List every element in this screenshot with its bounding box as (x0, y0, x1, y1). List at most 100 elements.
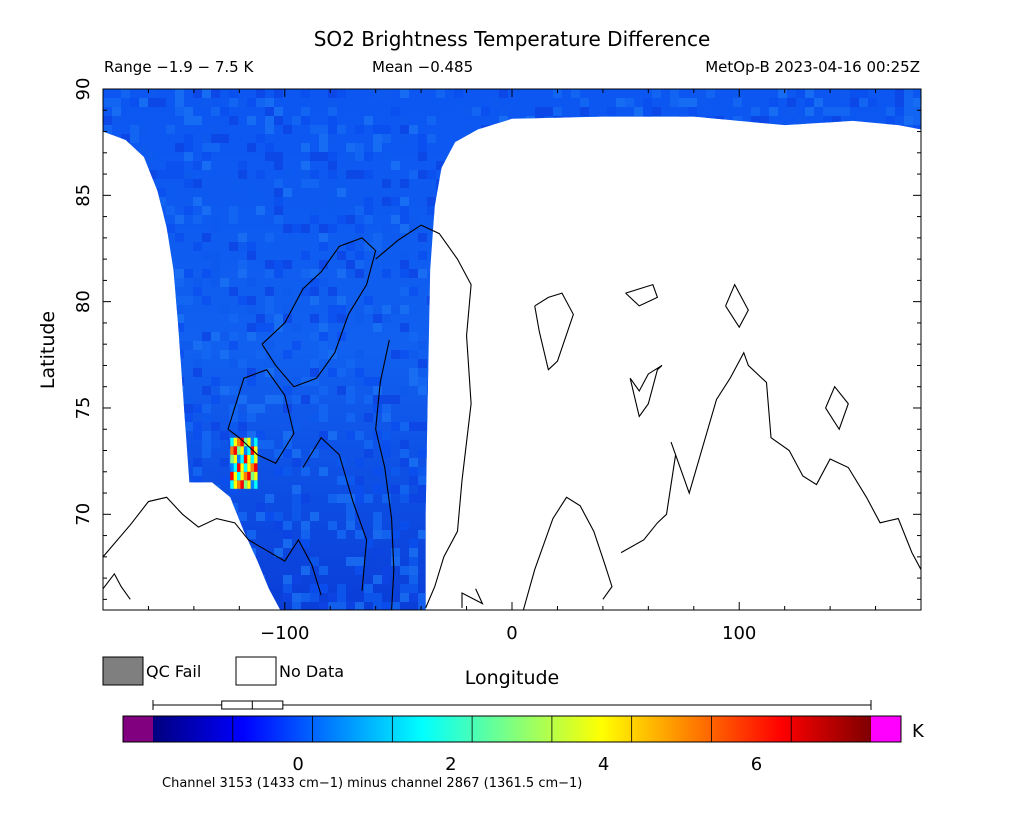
anomaly-cell (240, 471, 244, 481)
anomaly-cell (230, 463, 234, 472)
coastline-5 (375, 224, 472, 609)
colorbar-tick-label: 0 (292, 754, 303, 775)
anomaly-cell (237, 437, 241, 447)
colorbar-tick-label: 2 (445, 754, 456, 775)
qc-fail-swatch (102, 656, 144, 686)
anomaly-cell (254, 471, 258, 481)
anomaly-cell (243, 463, 248, 472)
anomaly-cell (233, 463, 238, 472)
x-axis-label: Longitude (465, 667, 560, 689)
anomaly-cell (254, 463, 258, 472)
anomaly-cell (247, 437, 251, 447)
coastline-12 (620, 351, 921, 570)
colorbar-over-range (871, 716, 901, 742)
coastline-10 (629, 364, 663, 418)
coastline-9 (522, 496, 613, 610)
coastline-7 (461, 588, 484, 608)
footer-note: Channel 3153 (1433 cm−1) minus channel 2… (162, 776, 582, 791)
y-axis-label: Latitude (37, 311, 59, 389)
anomaly-cell (254, 437, 258, 447)
satellite-time-label: MetOp-B 2023-04-16 00:25Z (705, 58, 920, 76)
anomaly-cell (237, 446, 241, 455)
y-tick-label: 90 (73, 78, 94, 101)
chart-title: SO2 Brightness Temperature Difference (314, 27, 711, 51)
data-swath (103, 89, 921, 610)
anomaly-cell (240, 463, 244, 472)
colorbar-ticks: 0 2 4 6 (232, 716, 792, 775)
coastline-13 (725, 283, 749, 329)
anomaly-cell (237, 480, 241, 489)
y-tick-label: 70 (73, 503, 94, 526)
coastline-1 (103, 572, 131, 600)
anomaly-cell (243, 446, 248, 455)
anomaly-cell (243, 454, 248, 464)
anomaly-cell (233, 454, 238, 464)
no-data-label: No Data (279, 662, 344, 681)
anomaly-cell (230, 446, 234, 455)
anomaly-cell (230, 480, 234, 489)
y-axis: 70 75 80 85 90 (73, 78, 921, 600)
colorbar-tick-label: 4 (598, 754, 609, 775)
x-tick-label: 0 (506, 623, 517, 644)
x-tick-label: −100 (260, 623, 309, 644)
anomaly-cell (247, 480, 251, 489)
x-axis: −100 0 100 (102, 89, 922, 644)
anomaly-cell (230, 471, 234, 481)
anomaly-cell (243, 480, 248, 489)
anomaly-cell (240, 446, 244, 455)
mean-label: Mean −0.485 (372, 58, 473, 76)
colorbar-frame (122, 715, 902, 743)
anomaly-cell (243, 437, 248, 447)
anomaly-cell (250, 454, 255, 464)
anomaly-cell (250, 480, 255, 489)
anomaly-cell (240, 437, 244, 447)
colorbar: 0 2 4 6 (122, 715, 902, 775)
coastline-3 (261, 237, 377, 388)
coastline-6 (375, 339, 395, 610)
anomaly-cell (233, 471, 238, 481)
coastline-11 (625, 283, 659, 307)
anomaly-cell (233, 437, 238, 447)
y-tick-label: 85 (73, 184, 94, 207)
anomaly-cell (247, 471, 251, 481)
anomaly-cell (250, 463, 255, 472)
coastline-4 (302, 436, 368, 591)
colorbar-scale (153, 716, 871, 742)
coastline-14 (825, 385, 849, 431)
anomaly-cell (250, 437, 255, 447)
anomaly-cell (237, 454, 241, 464)
map-plot-area (103, 89, 921, 610)
qc-fail-label: QC Fail (146, 662, 201, 681)
anomaly-cell (254, 454, 258, 464)
so2-anomaly (230, 437, 258, 489)
anomaly-cell (250, 471, 255, 481)
colorbar-unit: K (912, 721, 925, 742)
anomaly-cell (247, 454, 251, 464)
coastline-2 (227, 369, 295, 464)
anomaly-cell (254, 446, 258, 455)
range-label: Range −1.9 − 7.5 K (104, 58, 254, 76)
coastline-0 (103, 496, 322, 596)
colorbar-tick-label: 6 (751, 754, 762, 775)
coastlines (103, 224, 921, 610)
anomaly-cell (237, 471, 241, 481)
y-tick-label: 80 (73, 290, 94, 313)
anomaly-cell (230, 454, 234, 464)
anomaly-cell (233, 480, 238, 489)
anomaly-cell (240, 480, 244, 489)
anomaly-cell (243, 471, 248, 481)
anomaly-cell (240, 454, 244, 464)
y-tick-label: 75 (73, 397, 94, 420)
x-tick-label: 100 (722, 623, 756, 644)
value-boxplot (152, 700, 872, 710)
anomaly-cell (247, 463, 251, 472)
no-data-swatch (235, 656, 277, 686)
anomaly-cell (233, 446, 238, 455)
anomaly-cell (237, 463, 241, 472)
anomaly-cell (230, 437, 234, 447)
coastline-8 (534, 292, 574, 371)
anomaly-cell (254, 480, 258, 489)
colorbar-under-range (123, 716, 153, 742)
anomaly-cell (247, 446, 251, 455)
